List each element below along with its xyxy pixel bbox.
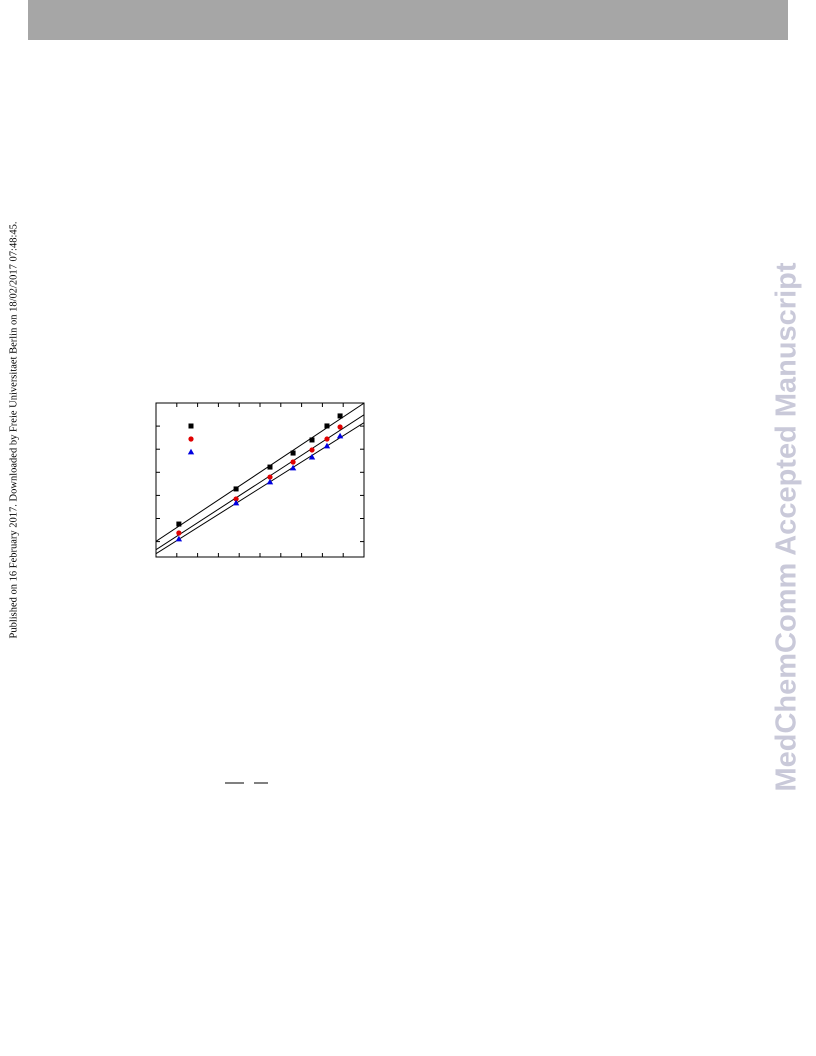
point [233,496,239,502]
header-bar [28,0,788,40]
point [308,453,316,460]
legend-marker [188,436,194,442]
point [309,447,315,453]
point [337,424,343,430]
point [324,436,330,442]
point [290,459,296,465]
point [309,437,315,443]
point [324,423,330,429]
point [336,432,344,439]
point [267,464,273,470]
fit-line [156,422,364,555]
point [175,535,183,542]
point [176,530,182,536]
legend-marker [188,423,194,429]
point [337,413,343,419]
point [233,486,239,492]
point [267,474,273,480]
point [290,450,296,456]
point [266,478,274,485]
fit-line [156,403,364,542]
legend-marker [187,448,195,455]
point [176,521,182,527]
point [232,499,240,506]
fit-line [156,414,364,551]
point [323,442,331,449]
point [289,464,297,471]
